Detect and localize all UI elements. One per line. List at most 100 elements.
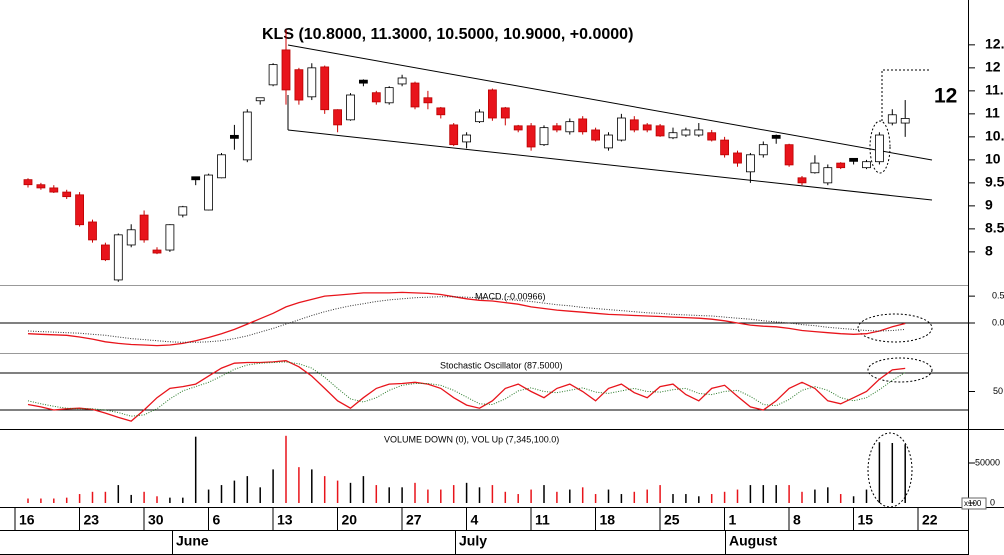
candle-body [552,125,562,131]
volume-bar [904,444,906,503]
x-tick-label: 16 [19,512,35,528]
candle-body [49,187,59,193]
candle-body [126,229,136,246]
volume-bar [414,482,416,503]
x-tick-label: 11 [535,512,550,528]
volume-bar [40,498,42,503]
volume-bar [220,485,223,503]
y-tick-label: 8.5 [985,220,1004,236]
candle-body [75,194,84,226]
panel-title: Stochastic Oscillator (87.5000) [440,360,563,370]
candle-body [178,206,188,216]
indicator-line [27,361,906,417]
x-tick-label: 15 [858,512,874,528]
y-tick-label: 9.5 [985,174,1004,190]
candle-body [358,79,368,84]
y-tick-label: 0.0 [992,317,1004,327]
y-tick-label: 9 [985,197,993,213]
volume-bar [27,498,29,503]
candle-body [384,87,394,104]
panel-title: MACD (-0.00966) [475,291,546,301]
annotation: 12 [934,85,957,108]
candle-body [849,157,858,162]
volume-bar [452,485,455,503]
trend-channel [287,44,933,201]
trend-line [287,129,933,201]
volume-bar [504,491,507,503]
volume-bar [53,498,55,503]
candle-body [694,129,704,136]
volume-bar [581,487,584,503]
highlight-ellipse [869,120,891,174]
candle-body [526,125,536,148]
candle-body [242,111,252,161]
candle-body [746,154,755,173]
highlights [857,69,933,508]
candle-body [307,67,317,98]
y-tick-label: 11.5 [985,82,1004,98]
candle-body [268,64,278,86]
candle-body [784,144,794,166]
volume-bar [478,487,481,503]
volume-bar [620,494,623,503]
volume-bar [323,476,326,503]
volume-bar [169,497,171,503]
panel-title: VOLUME DOWN (0), VOL Up (7,345,100.0) [384,434,559,444]
highlight-ellipse [857,313,933,343]
volume-bar [852,496,855,503]
volume-bar [556,491,558,503]
volume-bar [788,485,790,503]
candle-body [565,121,575,133]
volume-bar [749,485,752,503]
candle-body [101,244,110,261]
candle-body [591,129,600,141]
volume-bar [130,494,132,503]
volume-bar [182,497,184,503]
candle-body [397,77,407,85]
volume-bar [259,487,261,503]
volume-bar [427,489,429,503]
x-tick-label: 8 [793,512,801,528]
volume-bar [646,489,648,503]
volume-bar [465,482,468,503]
candle-body [449,124,459,146]
candle-body [875,134,884,163]
x-tick-label: 4 [471,512,479,528]
candle-body [617,117,626,141]
volume-bar [491,485,494,503]
candle-body [217,154,226,179]
candle-body [642,124,652,131]
candle-body [655,125,665,137]
volume-bar [543,485,545,503]
candle-body [487,89,497,119]
trend-line [287,44,933,161]
y-tick-label: 50000 [975,457,1000,467]
volume-bar [775,485,777,503]
highlight-ellipse [867,432,913,508]
candle-body [333,109,343,126]
candle-body [823,167,833,184]
volume-bar [698,496,700,503]
x-tick-label: 1 [729,512,737,528]
volume-bar [65,497,68,503]
highlight-ellipse [867,357,933,383]
x-tick-label: 13 [277,512,293,528]
candle-body [62,191,72,198]
indicator-line [27,291,906,347]
volume-bar [207,489,210,503]
candle-body [371,92,381,103]
candle-body [139,214,149,241]
month-separators [172,531,726,555]
y-tick-label: 12 [985,59,1001,75]
volume-bar [91,491,94,503]
volume-bar [78,494,81,503]
volume-bar [569,489,571,503]
annotation-leader [881,69,930,121]
volume-bar [865,489,868,503]
y-tick-label: 11 [985,105,1000,121]
candle-body [771,134,781,139]
candle-body [810,162,820,174]
candle-body [165,224,175,251]
candle-body [23,179,33,186]
volume-bar [827,487,829,503]
